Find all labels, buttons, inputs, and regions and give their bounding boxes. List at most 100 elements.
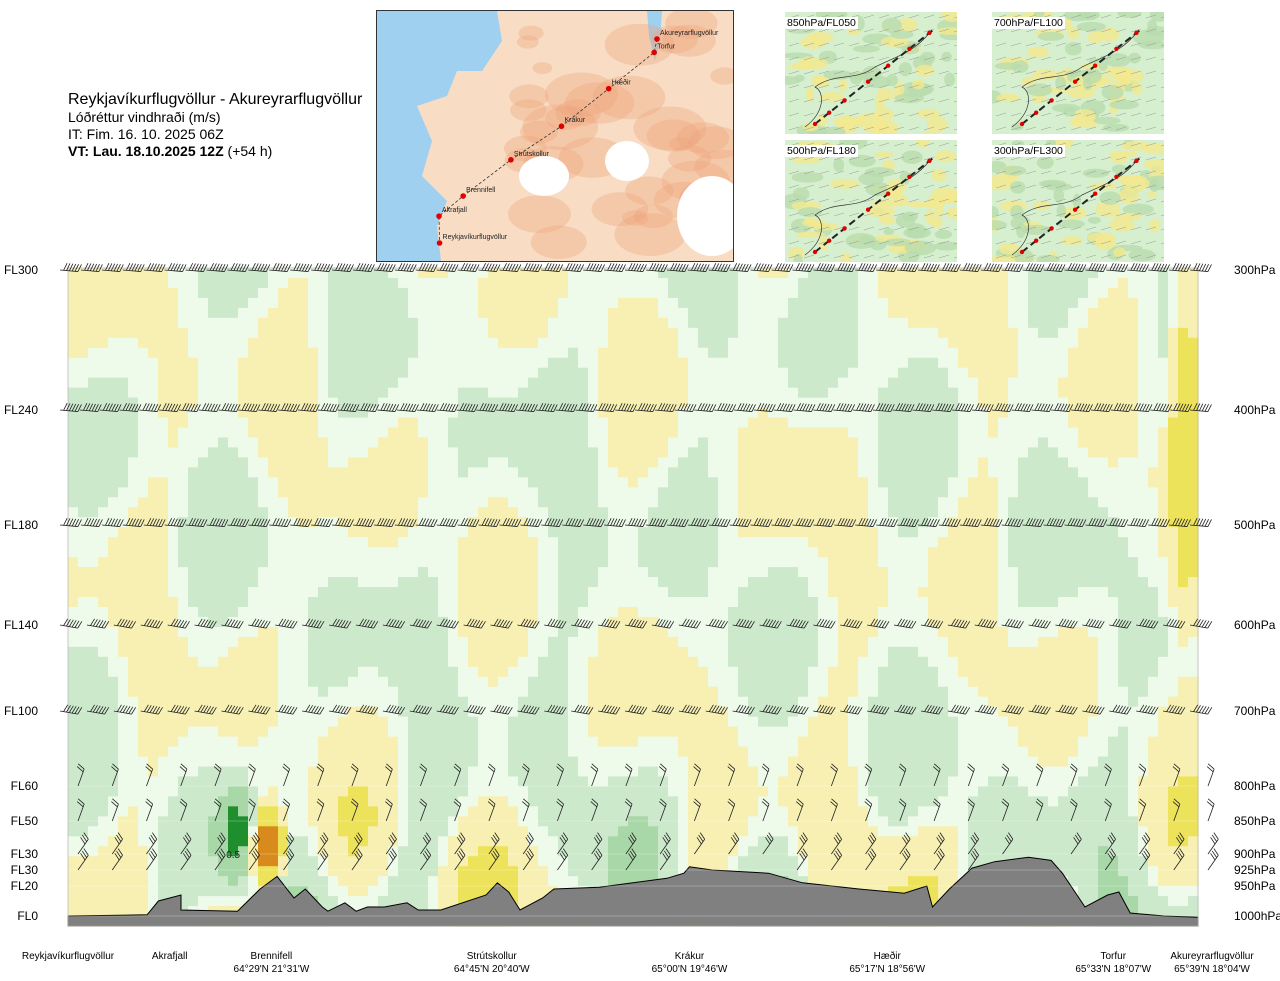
heatmap-cell — [68, 726, 79, 738]
heatmap-cell — [618, 537, 629, 548]
heatmap-cell — [308, 766, 319, 778]
heatmap-cell — [278, 287, 289, 299]
heatmap-cell — [98, 736, 109, 748]
heatmap-cell — [298, 507, 309, 518]
heatmap-cell — [558, 317, 569, 329]
heatmap-cell — [398, 916, 409, 927]
heatmap-cell — [498, 826, 509, 837]
heatmap-cell — [248, 846, 259, 857]
heatmap-cell — [288, 497, 299, 508]
heatmap-cell — [508, 367, 519, 379]
heatmap-cell — [488, 387, 499, 399]
heatmap-cell — [168, 906, 179, 917]
heatmap-cell — [508, 567, 519, 578]
heatmap-cell — [538, 906, 549, 917]
heatmap-cell — [208, 616, 219, 628]
heatmap-cell — [108, 836, 119, 847]
heatmap-cell — [478, 736, 489, 748]
heatmap-cell — [88, 846, 99, 857]
heatmap-cell — [98, 726, 109, 738]
heatmap-cell — [658, 676, 669, 688]
heatmap-cell — [688, 686, 699, 698]
heatmap-cell — [228, 347, 239, 359]
heatmap-cell — [248, 706, 259, 718]
heatmap-cell — [688, 696, 699, 708]
heatmap-cell — [188, 706, 199, 718]
heatmap-cell — [168, 856, 179, 867]
heatmap-cell — [148, 806, 159, 817]
heatmap-cell — [128, 886, 139, 897]
heatmap-cell — [68, 656, 79, 668]
heatmap-cell — [358, 806, 369, 817]
heatmap-cell — [78, 527, 89, 538]
heatmap-cell — [608, 656, 619, 668]
heatmap-cell — [658, 427, 669, 439]
heatmap-cell — [688, 367, 699, 379]
heatmap-cell — [168, 696, 179, 708]
heatmap-cell — [658, 477, 669, 488]
heatmap-cell — [468, 786, 479, 797]
heatmap-cell — [608, 437, 619, 449]
heatmap-cell — [488, 756, 499, 768]
heatmap-cell — [668, 656, 679, 668]
heatmap-cell — [68, 776, 79, 788]
heatmap-cell — [618, 826, 629, 837]
heatmap-cell — [348, 397, 359, 409]
heatmap-cell — [198, 467, 209, 478]
heatmap-cell — [298, 786, 309, 797]
mini-map-waypoint — [885, 63, 891, 68]
heatmap-cell — [148, 726, 159, 738]
heatmap-cell — [208, 756, 219, 768]
heatmap-cell — [238, 517, 249, 528]
heatmap-cell — [668, 327, 679, 339]
heatmap-cell — [218, 816, 229, 827]
heatmap-cell — [458, 317, 469, 329]
heatmap-cell — [548, 896, 559, 907]
heatmap-cell — [638, 507, 649, 518]
heatmap-cell — [618, 606, 629, 618]
heatmap-cell — [538, 467, 549, 478]
heatmap-cell — [68, 527, 79, 538]
heatmap-cell — [568, 337, 579, 349]
heatmap-cell — [638, 656, 649, 668]
heatmap-cell — [148, 497, 159, 508]
heatmap-cell — [558, 806, 569, 817]
heatmap-cell — [498, 746, 509, 758]
heatmap-cell — [138, 268, 149, 279]
heatmap-cell — [278, 796, 289, 807]
heatmap-cell — [408, 896, 419, 907]
heatmap-cell — [638, 287, 649, 299]
heatmap-cell — [538, 606, 549, 618]
heatmap-cell — [678, 776, 689, 788]
heatmap-cell — [178, 746, 189, 758]
heatmap-cell — [618, 567, 629, 578]
heatmap-cell — [488, 796, 499, 807]
heatmap-cell — [388, 507, 399, 518]
heatmap-cell — [288, 587, 299, 598]
heatmap-cell — [188, 916, 199, 927]
heatmap-cell — [128, 906, 139, 917]
heatmap-cell — [288, 417, 299, 429]
heatmap-cell — [578, 616, 589, 628]
heatmap-cell — [338, 726, 349, 738]
heatmap-cell — [478, 616, 489, 628]
heatmap-cell — [248, 357, 259, 369]
heatmap-cell — [508, 387, 519, 399]
heatmap-cell — [478, 447, 489, 459]
heatmap-cell — [458, 846, 469, 857]
heatmap-cell — [438, 766, 449, 778]
heatmap-cell — [158, 836, 169, 847]
heatmap-cell — [488, 606, 499, 618]
heatmap-cell — [608, 587, 619, 598]
heatmap-cell — [458, 557, 469, 568]
heatmap-cell — [538, 487, 549, 498]
heatmap-cell — [598, 457, 609, 468]
heatmap-cell — [118, 387, 129, 399]
heatmap-cell — [528, 876, 539, 887]
heatmap-cell — [198, 407, 209, 419]
heatmap-cell — [308, 816, 319, 827]
heatmap-cell — [638, 806, 649, 817]
heatmap-cell — [388, 517, 399, 528]
heatmap-cell — [188, 826, 199, 837]
heatmap-cell — [288, 736, 299, 748]
